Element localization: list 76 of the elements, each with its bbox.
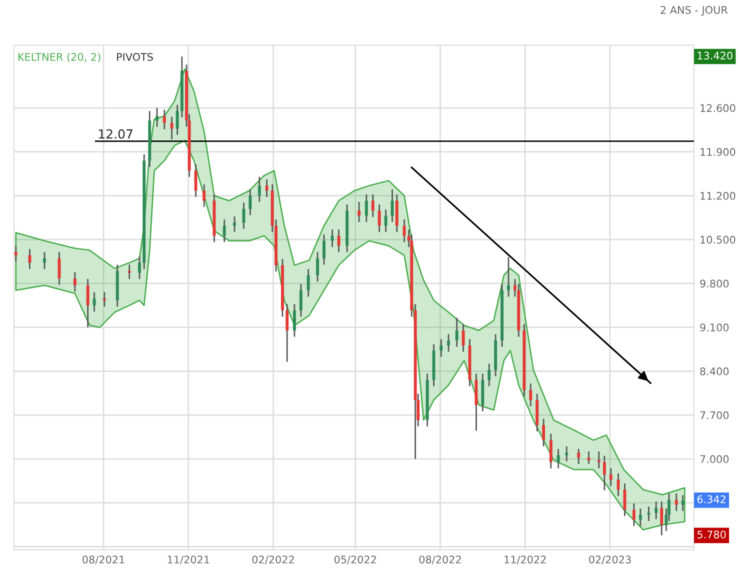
y-tick-label: 9.800 [700, 280, 729, 288]
candlestick [674, 492, 678, 512]
x-tick-label: 11/2021 [168, 556, 210, 564]
candlestick [364, 194, 368, 223]
candlestick [73, 271, 76, 292]
candlestick [293, 303, 296, 338]
x-tick-label: 02/2023 [589, 556, 631, 564]
candlestick [299, 283, 302, 318]
candlestick [384, 208, 388, 233]
candlestick [14, 245, 18, 262]
y-tick-label: 11.200 [700, 192, 736, 200]
candlestick [529, 383, 532, 407]
candlestick [602, 455, 606, 491]
candlestick [488, 362, 491, 387]
candlestick [455, 317, 458, 348]
candlestick [660, 500, 664, 536]
candlestick [92, 292, 96, 312]
candlestick [638, 508, 642, 527]
y-tick-label: 9.100 [700, 324, 729, 332]
candlestick [542, 418, 546, 448]
candlestick [202, 184, 206, 208]
y-tick-label: 10.500 [700, 236, 736, 244]
candlestick [447, 334, 450, 352]
chart-subtitle: 2 ANS - JOUR [660, 6, 728, 16]
candlestick [654, 500, 658, 520]
y-tick-label: 12.600 [700, 104, 736, 112]
y-tick-label: 11.900 [700, 148, 736, 156]
candlestick [507, 256, 510, 298]
candlestick [556, 448, 560, 470]
candlestick [316, 251, 320, 282]
candlestick [358, 201, 361, 223]
y-tick-label: 7.700 [700, 411, 729, 420]
candlestick [102, 292, 106, 308]
candlestick [609, 468, 612, 487]
candlestick [170, 116, 174, 140]
candlestick [286, 303, 289, 362]
candlestick [462, 323, 465, 352]
candlestick [258, 176, 261, 203]
text: 6.342 [697, 495, 726, 504]
y-tick-label: 8.400 [700, 367, 729, 376]
candlestick [176, 104, 179, 136]
candlestick [306, 268, 310, 298]
x-tick-label: 05/2022 [334, 556, 376, 564]
candlestick [43, 251, 46, 270]
candlestick [162, 109, 166, 130]
candlestick [632, 502, 636, 527]
candlestick [597, 450, 600, 470]
x-tick-label: 11/2022 [504, 556, 546, 564]
candlestick [549, 433, 552, 470]
legend-label: KELTNER (20, 2) [18, 52, 100, 62]
candlestick [322, 234, 326, 266]
candlestick [330, 228, 334, 248]
candlestick [222, 218, 226, 243]
x-tick-label: 08/2021 [82, 556, 124, 564]
text: 5.780 [697, 530, 726, 538]
candlestick [440, 338, 443, 358]
candlestick [577, 448, 580, 465]
x-tick-label: 02/2022 [252, 556, 294, 564]
candlestick [265, 178, 268, 198]
candlestick [128, 264, 131, 280]
candlestick [371, 194, 374, 218]
candlestick [86, 278, 90, 328]
candlestick [156, 107, 159, 128]
candlestick [233, 216, 236, 233]
candlestick [616, 472, 620, 497]
text: 13.420 [698, 52, 732, 60]
candlestick [248, 188, 252, 216]
x-tick-label: 08/2022 [419, 556, 461, 564]
y-tick-label: 7.000 [700, 455, 729, 464]
candlestick [378, 204, 381, 233]
ref-line-label: 12.07 [99, 129, 132, 139]
candlestick [138, 256, 141, 280]
candlestick [28, 248, 32, 270]
annotation: PIVOTS [117, 52, 153, 61]
candlestick [681, 494, 684, 512]
candlestick [565, 446, 568, 462]
